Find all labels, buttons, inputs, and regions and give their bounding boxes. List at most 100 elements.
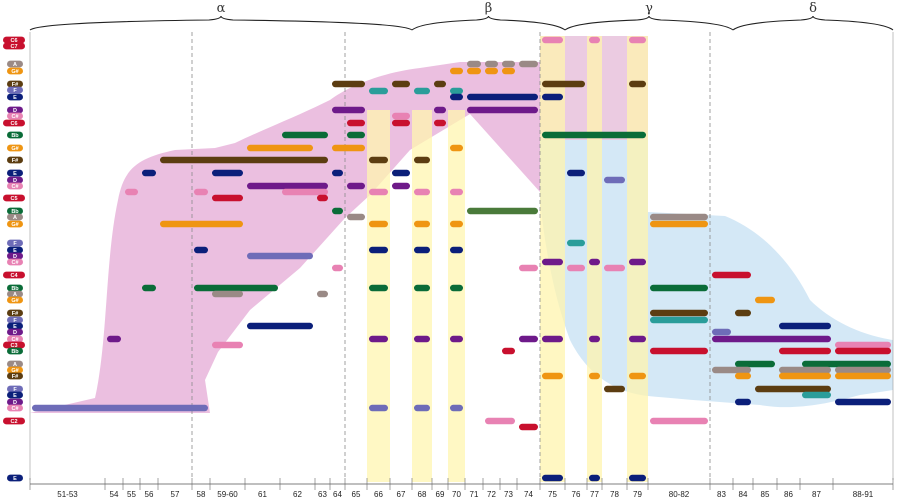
pitch-legend-pill bbox=[3, 194, 25, 202]
section-label: γ bbox=[645, 1, 653, 16]
bar-label: 75 bbox=[548, 490, 557, 499]
pitch-legend-label: D bbox=[13, 400, 17, 406]
section-bracket bbox=[564, 15, 734, 31]
note-bar bbox=[142, 169, 156, 177]
note-bar bbox=[467, 207, 538, 215]
pitch-legend-pill bbox=[7, 404, 23, 412]
pitch-legend-pill bbox=[7, 309, 23, 317]
note-bar bbox=[414, 246, 430, 254]
note-bar bbox=[450, 220, 463, 228]
note-bar bbox=[467, 106, 538, 114]
section-bracket bbox=[29, 15, 413, 31]
note-bar bbox=[160, 220, 243, 228]
pitch-legend-pill bbox=[3, 417, 25, 425]
note-bar bbox=[802, 360, 891, 368]
pitch-legend-label: F# bbox=[12, 311, 18, 317]
section-bracket bbox=[732, 15, 894, 31]
pitch-legend-pill bbox=[7, 372, 23, 380]
note-bar bbox=[414, 335, 430, 343]
bar-label: 67 bbox=[397, 490, 406, 499]
pitch-legend-label: D bbox=[13, 108, 17, 114]
pitch-legend-label: F bbox=[13, 318, 17, 324]
pitch-legend-pill bbox=[7, 239, 23, 247]
bar-label: 85 bbox=[761, 490, 770, 499]
note-bar bbox=[542, 36, 563, 44]
bar-label: 57 bbox=[171, 490, 180, 499]
note-bar bbox=[485, 67, 498, 75]
note-bar bbox=[542, 372, 563, 380]
note-bar bbox=[629, 474, 646, 482]
section-label: α bbox=[217, 1, 226, 16]
pitch-legend-label: D bbox=[13, 178, 17, 184]
note-bar bbox=[369, 404, 388, 412]
note-bar bbox=[392, 119, 410, 127]
note-bar bbox=[650, 284, 708, 292]
pitch-legend-pill bbox=[7, 335, 23, 343]
section-label: δ bbox=[809, 1, 817, 16]
note-bar bbox=[369, 188, 388, 196]
bar-label: 65 bbox=[352, 490, 361, 499]
pitch-legend-pill bbox=[3, 271, 25, 279]
note-bar bbox=[347, 119, 365, 127]
pitch-legend-label: F bbox=[13, 387, 17, 393]
note-bar bbox=[369, 284, 388, 292]
note-bar bbox=[779, 322, 831, 330]
note-bar bbox=[212, 169, 243, 177]
bar-label: 54 bbox=[110, 490, 119, 499]
note-bar bbox=[347, 213, 365, 221]
pitch-legend-label: Bb bbox=[11, 286, 19, 292]
section-label: β bbox=[485, 1, 493, 16]
note-bar bbox=[519, 335, 538, 343]
note-bar bbox=[317, 290, 328, 298]
pitch-legend-label: F# bbox=[12, 374, 18, 380]
note-bar bbox=[589, 335, 600, 343]
note-bar bbox=[247, 252, 313, 260]
pitch-legend-label: E bbox=[13, 393, 17, 399]
note-bar bbox=[392, 182, 410, 190]
note-bar bbox=[802, 391, 831, 399]
note-bar bbox=[779, 347, 831, 355]
pitch-legend-pill bbox=[7, 290, 23, 298]
highlight-column bbox=[448, 110, 465, 482]
pitch-legend-pill bbox=[3, 119, 25, 127]
note-bar bbox=[485, 417, 515, 425]
note-bar bbox=[332, 80, 365, 88]
bar-label: 71 bbox=[470, 490, 479, 499]
note-bar bbox=[835, 347, 891, 355]
pitch-legend-label: C6 bbox=[10, 121, 17, 127]
pitch-legend-pill bbox=[7, 347, 23, 355]
pitch-legend-pill bbox=[7, 366, 23, 374]
pitch-legend-pill bbox=[7, 474, 23, 482]
pitch-legend-pill bbox=[7, 284, 23, 292]
note-bar bbox=[247, 182, 328, 190]
note-bar bbox=[347, 131, 365, 139]
highlight-column bbox=[412, 110, 432, 482]
bar-label: 62 bbox=[293, 490, 302, 499]
pitch-legend-label: C7 bbox=[10, 44, 17, 50]
pitch-legend-pill bbox=[7, 213, 23, 221]
note-bar bbox=[450, 246, 463, 254]
note-bar bbox=[467, 93, 538, 101]
pitch-legend-pill bbox=[3, 42, 25, 50]
note-bar bbox=[542, 474, 563, 482]
pitch-legend-label: F# bbox=[12, 158, 18, 164]
bar-label: 86 bbox=[784, 490, 793, 499]
note-bar bbox=[712, 366, 751, 374]
note-bar bbox=[332, 264, 343, 272]
pitch-legend-label: C2 bbox=[10, 419, 17, 425]
pitch-legend-pill bbox=[7, 106, 23, 114]
bar-label: 68 bbox=[418, 490, 427, 499]
bar-label: 80-82 bbox=[669, 490, 690, 499]
pitch-legend-label: C# bbox=[11, 260, 18, 266]
note-bar bbox=[434, 80, 446, 88]
pitch-legend-label: C5 bbox=[10, 196, 17, 202]
pitch-legend-pill bbox=[7, 328, 23, 336]
pitch-legend-pill bbox=[7, 296, 23, 304]
note-bars bbox=[32, 36, 891, 482]
note-bar bbox=[467, 60, 481, 68]
note-bar bbox=[519, 423, 538, 431]
pitch-legend-label: C4 bbox=[10, 273, 18, 279]
pitch-legend-label: Bb bbox=[11, 349, 19, 355]
bar-label: 74 bbox=[524, 490, 533, 499]
